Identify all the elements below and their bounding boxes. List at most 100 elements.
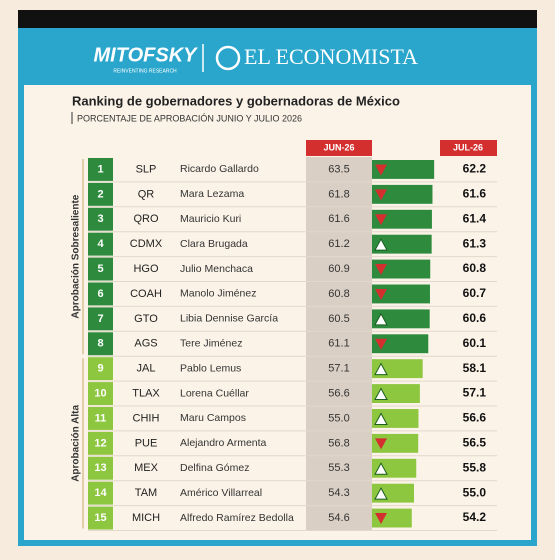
name: Américo Villarreal xyxy=(180,487,262,499)
rank-box xyxy=(88,182,113,206)
jun-value: 60.9 xyxy=(328,263,349,275)
name: Delfina Gómez xyxy=(180,462,249,474)
name: Mauricio Kuri xyxy=(180,213,241,225)
jun-value: 61.1 xyxy=(328,338,349,350)
jun-value: 61.8 xyxy=(328,188,349,200)
jul-value: 60.1 xyxy=(463,336,487,350)
trend-down xyxy=(375,513,387,525)
logo-right: EL ECONOMISTA xyxy=(244,44,418,69)
trend-up xyxy=(374,312,388,326)
rank: 6 xyxy=(97,288,103,300)
name: Julio Menchaca xyxy=(180,263,253,275)
rank: 1 xyxy=(97,163,103,175)
jun-value: 56.8 xyxy=(328,437,349,449)
jul-value: 56.6 xyxy=(463,411,487,425)
jun-value: 61.6 xyxy=(328,213,349,225)
jul-value: 60.8 xyxy=(463,261,487,275)
column-header: JUL-26 xyxy=(453,142,483,152)
column-header-box xyxy=(306,140,372,156)
name: Tere Jiménez xyxy=(180,338,242,350)
state: CHIH xyxy=(133,412,160,424)
rank: 9 xyxy=(97,363,103,375)
jun-value: 61.2 xyxy=(328,238,349,250)
rank: 15 xyxy=(94,512,106,524)
state: SLP xyxy=(136,163,157,175)
rank-box xyxy=(88,431,113,455)
name: Alfredo Ramírez Bedolla xyxy=(180,512,294,524)
rank: 11 xyxy=(95,412,107,424)
logo-left: MITOFSKY xyxy=(94,44,199,66)
jul-value: 61.4 xyxy=(463,211,487,225)
logo-icon xyxy=(215,45,241,71)
jul-value: 62.2 xyxy=(463,162,487,176)
name: Lorena Cuéllar xyxy=(180,387,249,399)
state: CDMX xyxy=(130,238,163,250)
name: Clara Brugada xyxy=(180,238,248,250)
jul-value: 57.1 xyxy=(463,386,487,400)
jun-value: 60.8 xyxy=(328,288,349,300)
jul-value: 60.7 xyxy=(463,286,487,300)
rank-box xyxy=(88,456,113,480)
name: Pablo Lemus xyxy=(180,362,241,374)
name: Mara Lezama xyxy=(180,188,244,200)
jun-value: 54.3 xyxy=(328,487,349,499)
state: MEX xyxy=(134,462,159,474)
jun-value: 56.6 xyxy=(328,387,349,399)
rank-box xyxy=(88,382,113,405)
rank: 3 xyxy=(97,213,103,225)
jun-value: 63.5 xyxy=(328,163,349,175)
trend-down xyxy=(375,164,387,176)
rank-box xyxy=(88,332,113,356)
trend-down xyxy=(375,189,387,201)
group-label: Aprobación Sobresaliente xyxy=(71,194,82,318)
state: JAL xyxy=(137,363,156,375)
jun-value: 54.6 xyxy=(328,512,349,524)
name: Manolo Jiménez xyxy=(180,288,256,300)
name: Alejandro Armenta xyxy=(180,437,267,449)
trend-up xyxy=(374,362,388,376)
trend-up xyxy=(374,487,388,500)
column-header: JUN-26 xyxy=(323,142,354,152)
rank-box xyxy=(88,307,113,331)
jul-value: 54.2 xyxy=(463,510,487,524)
rank-box xyxy=(88,232,113,256)
trend-up xyxy=(374,412,388,425)
rank: 10 xyxy=(94,387,106,399)
jul-value: 56.5 xyxy=(463,436,487,450)
rank: 14 xyxy=(94,487,107,499)
state: TLAX xyxy=(132,387,160,399)
state: COAH xyxy=(130,288,162,300)
trend-down xyxy=(375,264,387,276)
name: Libia Dennise García xyxy=(180,313,278,325)
jul-value: 58.1 xyxy=(463,361,487,375)
state: PUE xyxy=(135,437,158,449)
jul-value: 55.8 xyxy=(463,460,487,474)
jun-band xyxy=(306,157,372,531)
rank: 5 xyxy=(97,263,103,275)
jul-value: 55.0 xyxy=(463,485,487,499)
rank-box xyxy=(88,207,113,231)
name: Ricardo Gallardo xyxy=(180,163,259,175)
rank-box xyxy=(88,407,113,430)
state: GTO xyxy=(134,313,158,325)
trend-up xyxy=(374,387,388,401)
group-label: Aprobación Alta xyxy=(71,404,82,481)
jul-value: 61.3 xyxy=(463,236,487,250)
rank: 13 xyxy=(94,462,106,474)
rank-box xyxy=(88,481,113,505)
title: Ranking de gobernadores y gobernadoras d… xyxy=(72,93,400,108)
rank: 7 xyxy=(97,313,103,325)
rank-box xyxy=(88,357,113,381)
trend-down xyxy=(375,288,387,300)
jul-value: 60.6 xyxy=(463,311,487,325)
jul-value: 61.6 xyxy=(463,187,487,201)
rank: 12 xyxy=(94,437,106,449)
trend-up xyxy=(374,238,388,251)
rank: 4 xyxy=(97,238,104,250)
rank-box xyxy=(88,506,113,530)
rank-box xyxy=(88,257,113,281)
column-header-box xyxy=(440,140,497,156)
logo-tagline: REINVENTING RESEARCH xyxy=(113,68,177,74)
state: HGO xyxy=(133,263,159,275)
